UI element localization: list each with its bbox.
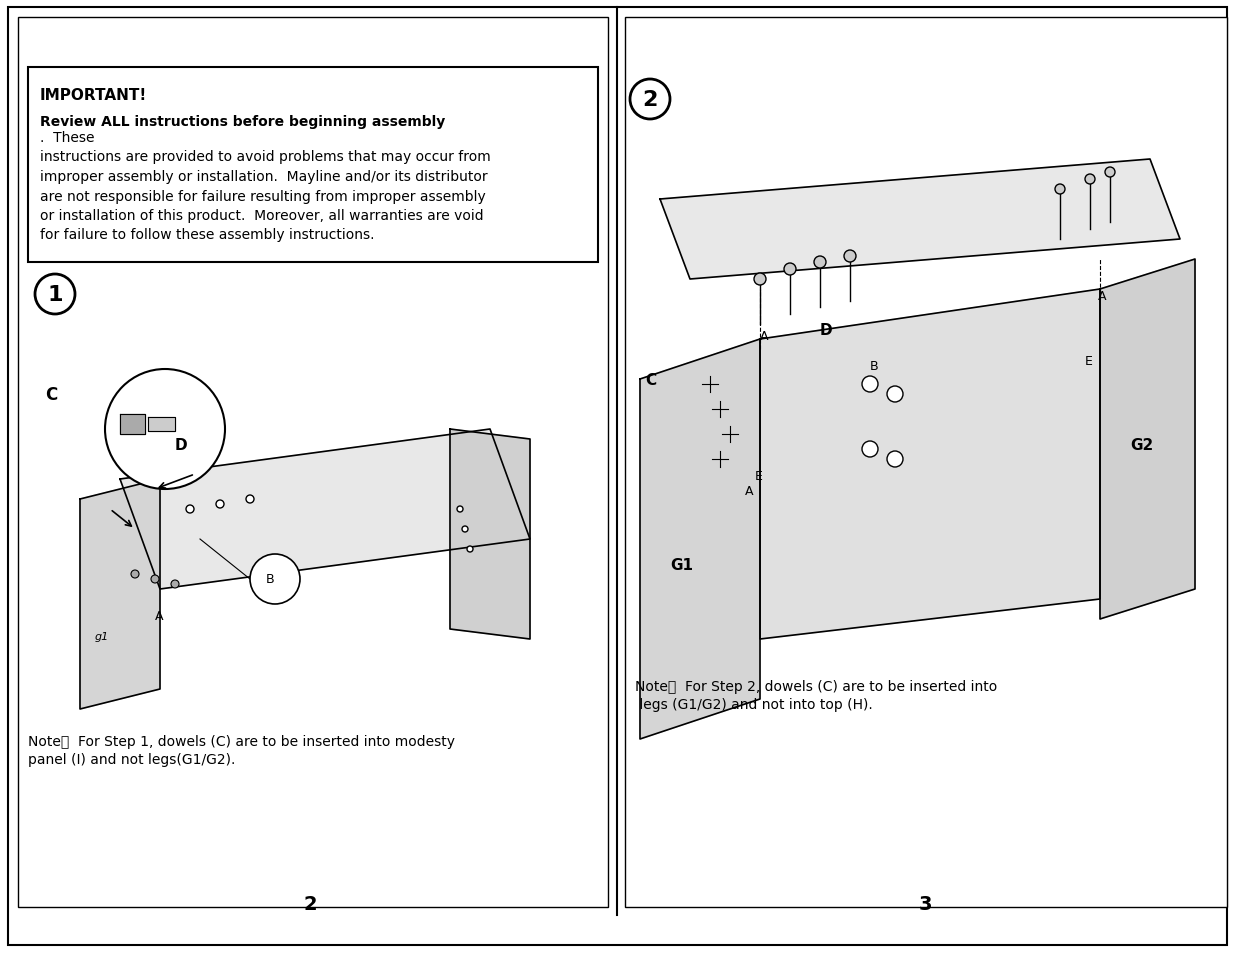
Text: panel (I) and not legs(G1/G2).: panel (I) and not legs(G1/G2). <box>28 752 236 766</box>
Text: g1: g1 <box>95 631 109 641</box>
Circle shape <box>105 370 225 490</box>
Text: B: B <box>869 359 878 373</box>
Polygon shape <box>120 430 530 589</box>
Circle shape <box>186 505 194 514</box>
Text: B: B <box>266 573 274 586</box>
Text: A: A <box>760 330 768 343</box>
Polygon shape <box>640 339 760 740</box>
Polygon shape <box>120 415 144 435</box>
Text: D: D <box>175 437 188 453</box>
Text: G1: G1 <box>671 558 693 573</box>
Circle shape <box>887 452 903 468</box>
Circle shape <box>814 256 826 269</box>
Circle shape <box>457 506 463 513</box>
Text: D: D <box>820 323 832 337</box>
Bar <box>625 18 1228 907</box>
Text: .  These
instructions are provided to avoid problems that may occur from
imprope: . These instructions are provided to avo… <box>40 131 490 242</box>
Text: 2: 2 <box>303 895 317 914</box>
Polygon shape <box>148 417 175 432</box>
Circle shape <box>630 80 671 120</box>
Text: A: A <box>1098 290 1107 303</box>
Polygon shape <box>760 290 1100 639</box>
Polygon shape <box>659 160 1179 280</box>
Text: C: C <box>44 386 57 403</box>
Circle shape <box>151 576 159 583</box>
Circle shape <box>1086 174 1095 185</box>
Circle shape <box>862 441 878 457</box>
Circle shape <box>887 387 903 402</box>
Polygon shape <box>80 479 161 709</box>
Text: IMPORTANT!: IMPORTANT! <box>40 88 147 103</box>
Text: E: E <box>755 470 763 482</box>
Text: 2: 2 <box>642 90 658 110</box>
Circle shape <box>35 274 75 314</box>
Text: A: A <box>156 609 163 622</box>
Text: 1: 1 <box>47 285 63 305</box>
Circle shape <box>1105 168 1115 178</box>
Polygon shape <box>1100 260 1195 619</box>
Bar <box>19 18 608 907</box>
Text: Review ALL instructions before beginning assembly: Review ALL instructions before beginning… <box>40 115 446 129</box>
Circle shape <box>462 526 468 533</box>
Text: 3: 3 <box>919 895 931 914</box>
Circle shape <box>755 274 766 286</box>
Text: E: E <box>1086 355 1093 368</box>
Circle shape <box>784 264 797 275</box>
Circle shape <box>844 251 856 263</box>
Circle shape <box>131 571 140 578</box>
Text: legs (G1/G2) and not into top (H).: legs (G1/G2) and not into top (H). <box>635 698 873 711</box>
Circle shape <box>862 376 878 393</box>
Polygon shape <box>450 430 530 639</box>
Text: C: C <box>645 373 656 388</box>
Text: G2: G2 <box>1130 437 1153 453</box>
Text: A: A <box>745 484 753 497</box>
Bar <box>28 68 598 263</box>
Circle shape <box>216 500 224 509</box>
Circle shape <box>467 546 473 553</box>
Circle shape <box>170 580 179 588</box>
Text: Note：  For Step 2, dowels (C) are to be inserted into: Note： For Step 2, dowels (C) are to be i… <box>635 679 997 693</box>
Circle shape <box>249 555 300 604</box>
Circle shape <box>1055 185 1065 194</box>
Text: Note：  For Step 1, dowels (C) are to be inserted into modesty: Note： For Step 1, dowels (C) are to be i… <box>28 734 454 748</box>
Circle shape <box>246 496 254 503</box>
